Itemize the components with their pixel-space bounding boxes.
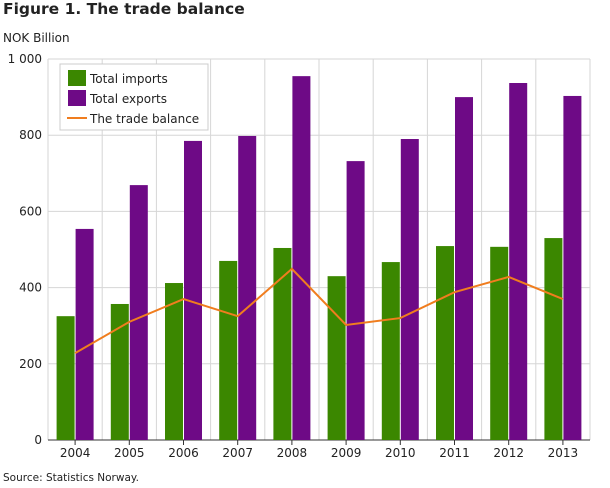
bar-total-exports	[129, 185, 148, 440]
x-tick-label: 2006	[168, 446, 199, 460]
y-tick-label: 400	[19, 281, 42, 295]
y-tick-label: 200	[19, 357, 42, 371]
x-tick-label: 2009	[331, 446, 362, 460]
bar-total-imports	[544, 238, 563, 440]
bar-total-exports	[563, 95, 582, 440]
y-axis-label: NOK Billion	[3, 31, 70, 45]
x-tick-label: 2010	[385, 446, 416, 460]
bar-total-exports	[75, 228, 94, 440]
x-tick-label: 2008	[277, 446, 308, 460]
bar-total-imports	[56, 316, 75, 440]
bar-total-imports	[110, 303, 129, 440]
bar-total-exports	[292, 76, 311, 441]
bar-total-exports	[238, 135, 257, 440]
x-tick-label: 2004	[60, 446, 91, 460]
bar-total-imports	[219, 260, 238, 440]
bar-total-exports	[455, 97, 473, 440]
source-note: Source: Statistics Norway.	[3, 472, 139, 484]
x-tick-label: 2013	[548, 446, 579, 460]
legend-swatch	[68, 70, 86, 86]
bar-total-exports	[400, 139, 419, 440]
line-the-trade-balance	[74, 267, 564, 354]
x-tick-label: 2012	[493, 446, 524, 460]
y-tick-label: 0	[34, 433, 42, 447]
legend-label: Total imports	[89, 72, 168, 86]
bar-total-imports	[327, 276, 346, 440]
bar-total-imports	[273, 247, 292, 440]
bar-total-exports	[346, 161, 365, 440]
bar-total-imports	[436, 246, 454, 440]
bar-total-exports	[509, 83, 528, 441]
chart-title: Figure 1. The trade balance	[3, 0, 245, 18]
y-tick-label: 600	[19, 204, 42, 218]
x-tick-label: 2007	[222, 446, 253, 460]
bar-total-exports	[184, 140, 202, 441]
bar-total-imports	[490, 246, 509, 440]
legend-label: Total exports	[89, 92, 167, 106]
legend-swatch	[68, 90, 86, 106]
y-tick-label: 1 000	[8, 52, 42, 66]
legend-label: The trade balance	[89, 112, 199, 126]
y-tick-label: 800	[19, 128, 42, 142]
x-tick-label: 2011	[439, 446, 470, 460]
bar-total-imports	[381, 262, 400, 440]
x-tick-label: 2005	[114, 446, 145, 460]
bar-total-imports	[165, 283, 183, 440]
